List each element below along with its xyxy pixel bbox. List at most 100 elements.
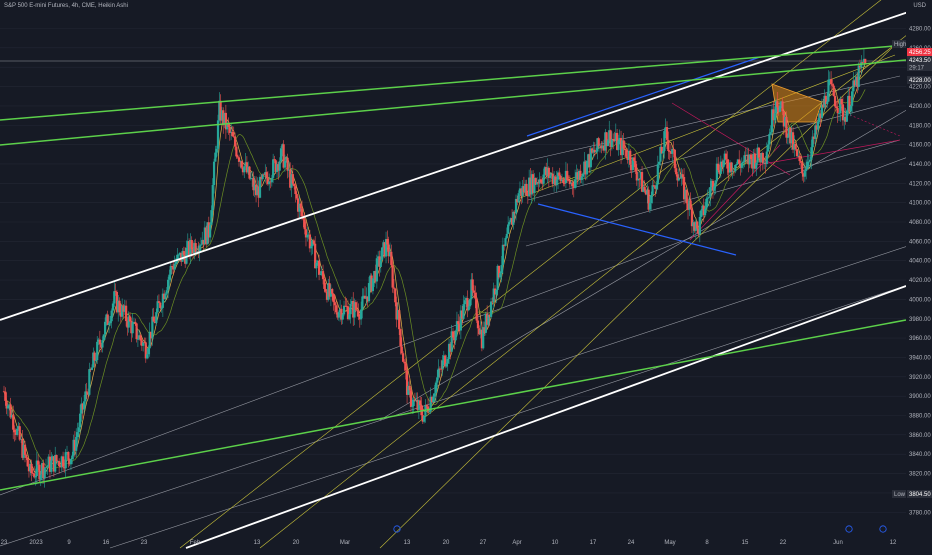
candle-body bbox=[739, 163, 742, 168]
candle-body bbox=[580, 176, 583, 180]
candle-body bbox=[402, 353, 405, 362]
candle-body bbox=[68, 459, 71, 465]
candle-body bbox=[802, 173, 805, 177]
candle-body bbox=[59, 465, 62, 468]
candle-body bbox=[275, 164, 279, 172]
candle-body bbox=[517, 193, 520, 203]
chart-title: S&P 500 E-mini Futures, 4h, CME, Heikin … bbox=[4, 3, 128, 9]
candle-body bbox=[93, 352, 96, 361]
candle-body bbox=[820, 104, 824, 118]
candle-body bbox=[504, 238, 507, 246]
candle-body bbox=[613, 139, 616, 141]
time-tick-label: 23 bbox=[1, 540, 8, 546]
candle-body bbox=[430, 396, 434, 403]
candle-body bbox=[798, 155, 801, 162]
candle-body bbox=[600, 145, 603, 149]
time-tick-label: 20 bbox=[443, 540, 450, 546]
candle-body bbox=[686, 203, 690, 210]
candle-body bbox=[714, 180, 717, 187]
candle-body bbox=[780, 101, 783, 106]
candle-body bbox=[160, 307, 163, 309]
candle-body bbox=[621, 140, 624, 156]
candle-body bbox=[849, 105, 852, 112]
candle-body bbox=[262, 174, 266, 176]
candle-body bbox=[338, 308, 342, 313]
candle-body bbox=[323, 279, 326, 289]
candle-body bbox=[747, 154, 750, 165]
candle-body bbox=[794, 144, 797, 150]
candle-body bbox=[56, 461, 59, 462]
candle-body bbox=[751, 158, 754, 169]
candle-body bbox=[643, 186, 646, 191]
candle-body bbox=[254, 184, 258, 196]
candle-body bbox=[51, 456, 54, 461]
candle-body bbox=[320, 271, 323, 274]
event-marker-icon[interactable] bbox=[393, 525, 401, 533]
candle-body bbox=[147, 348, 150, 355]
candle-body bbox=[307, 234, 310, 236]
key-price-label: 4256.25 bbox=[909, 50, 931, 56]
candle-body bbox=[96, 341, 99, 361]
candle-body bbox=[194, 243, 197, 253]
candle-body bbox=[705, 198, 708, 209]
candle-body bbox=[227, 122, 230, 127]
candle-body bbox=[835, 106, 838, 109]
price-tick-label: 4060.00 bbox=[909, 239, 931, 245]
candle-body bbox=[241, 167, 245, 173]
candle-body bbox=[114, 291, 117, 292]
candle-body bbox=[676, 174, 679, 181]
candle-body bbox=[740, 163, 743, 168]
candle-body bbox=[10, 414, 13, 418]
candle-body bbox=[164, 293, 167, 299]
candle-body bbox=[79, 413, 82, 428]
candle-body bbox=[319, 273, 322, 275]
price-tick-label: 4180.00 bbox=[909, 123, 931, 129]
candle-body bbox=[730, 162, 733, 172]
candle-body bbox=[9, 404, 12, 418]
candle-body bbox=[426, 406, 430, 412]
candle-body bbox=[336, 312, 339, 318]
candle-body bbox=[781, 101, 784, 112]
candle-body bbox=[94, 360, 98, 361]
key-price-bg bbox=[907, 490, 932, 498]
candle-body bbox=[416, 400, 419, 410]
candle-body bbox=[209, 224, 212, 238]
candle-body bbox=[281, 144, 284, 149]
candle-body bbox=[55, 455, 58, 462]
candle-body bbox=[584, 161, 587, 175]
candle-body bbox=[516, 198, 519, 203]
candle-body bbox=[52, 456, 55, 472]
candle-body bbox=[72, 439, 75, 456]
time-axis[interactable]: 23 2023 9 16 23 Feb 13 20 Mar 13 20 27 Apr 10 17 24 May 8… bbox=[1, 525, 897, 546]
candle-body bbox=[308, 234, 311, 249]
price-tick-label: 3900.00 bbox=[909, 394, 931, 400]
candle-body bbox=[332, 293, 335, 303]
event-marker-icon[interactable] bbox=[845, 525, 853, 533]
candle-body bbox=[131, 322, 134, 334]
candle-body bbox=[180, 252, 183, 262]
candle-body bbox=[201, 239, 204, 245]
candle-body bbox=[510, 218, 514, 225]
candle-body bbox=[387, 244, 390, 257]
candle-body bbox=[734, 164, 737, 172]
candle-body bbox=[575, 172, 578, 180]
currency-label: USD bbox=[913, 3, 926, 9]
candle-body bbox=[178, 252, 182, 255]
price-axis[interactable]: 3780.003800.003820.003840.003860.003880.… bbox=[892, 0, 932, 550]
candle-body bbox=[358, 316, 361, 320]
candle-body bbox=[697, 228, 700, 235]
event-marker-icon[interactable] bbox=[879, 525, 887, 533]
candle-body bbox=[365, 296, 368, 299]
candle-body bbox=[181, 251, 184, 262]
candle-body bbox=[681, 174, 684, 178]
candle-body bbox=[156, 301, 159, 313]
candle-body bbox=[768, 133, 771, 145]
candle-body bbox=[291, 174, 294, 184]
candle-body bbox=[717, 163, 720, 171]
candle-body bbox=[853, 80, 856, 86]
candle-body bbox=[191, 249, 195, 254]
candle-body bbox=[819, 113, 822, 118]
